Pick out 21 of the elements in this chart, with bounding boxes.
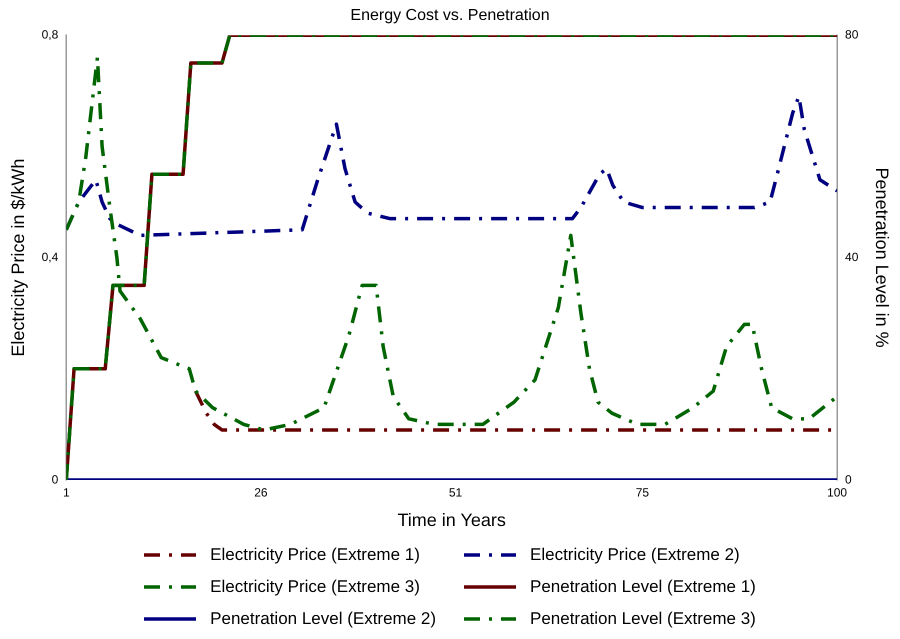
legend-label: Penetration Level (Extreme 2): [210, 609, 436, 629]
legend-label: Penetration Level (Extreme 3): [530, 609, 756, 629]
x-tick-label: 75: [636, 486, 650, 500]
y2-tick-label: 0: [845, 472, 852, 486]
y-tick-label: 0: [52, 472, 59, 486]
y-tick-label: 0,8: [42, 28, 59, 42]
chart-title: Energy Cost vs. Penetration: [350, 7, 550, 24]
y-tick-label: 0,4: [42, 250, 59, 264]
x-tick-label: 51: [448, 486, 463, 500]
y2-axis-title: Penetration Level in %: [872, 168, 892, 348]
legend-label: Electricity Price (Extreme 3): [210, 577, 420, 597]
legend-label: Electricity Price (Extreme 2): [530, 545, 740, 565]
y-axis-title: Electricity Price in $/kWh: [8, 158, 28, 357]
x-tick-label: 100: [827, 486, 848, 500]
y2-tick-label: 40: [845, 250, 859, 264]
legend-label: Penetration Level (Extreme 1): [530, 577, 756, 597]
x-tick-label: 1: [62, 486, 70, 500]
x-tick-label: 26: [254, 486, 268, 500]
x-axis-title: Time in Years: [397, 510, 506, 530]
legend-label: Electricity Price (Extreme 1): [210, 545, 420, 565]
y2-tick-label: 80: [845, 28, 859, 42]
